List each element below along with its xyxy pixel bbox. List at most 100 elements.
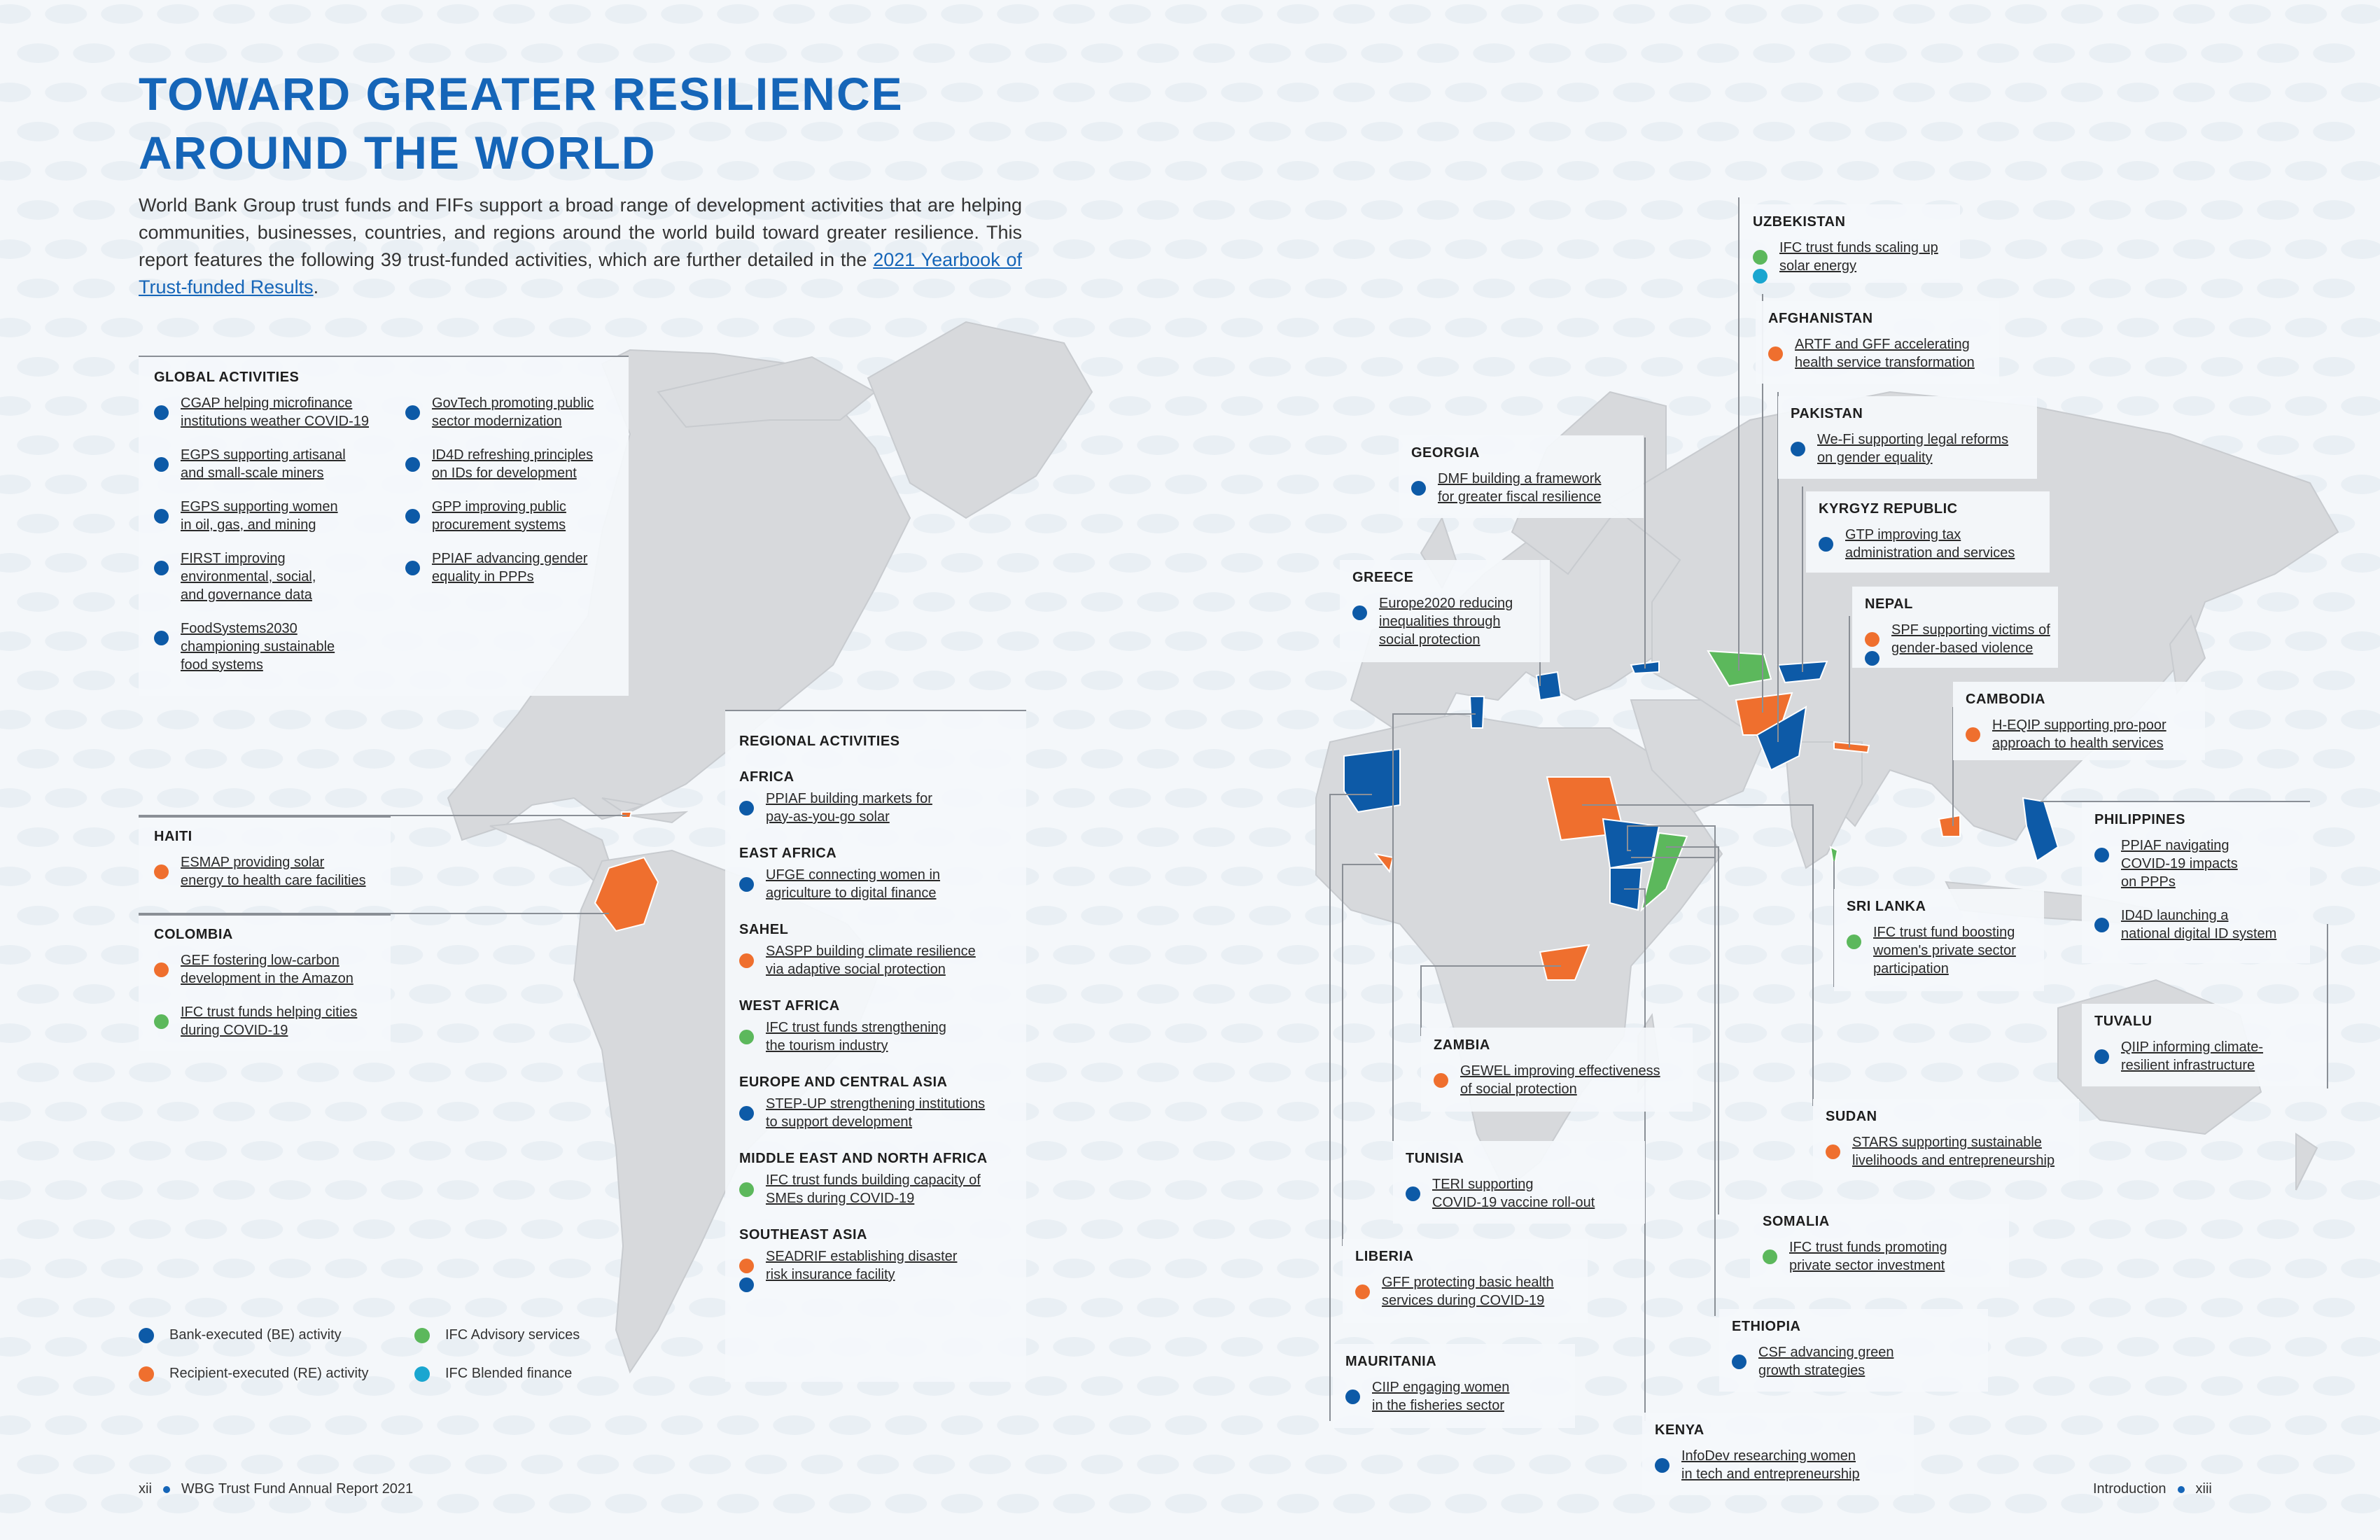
activity-link-line: the tourism industry — [766, 1038, 888, 1054]
activity-type-dots — [1406, 1186, 1420, 1205]
activity-link-line: CGAP helping microfinance — [181, 396, 353, 411]
activity-link-line: IFC trust funds scaling up — [1779, 240, 1938, 255]
region-heading: SAHEL — [739, 922, 789, 937]
activity-link[interactable]: We-Fi supporting legal reforms on gender … — [1817, 430, 2037, 467]
activity-link-line: GPP improving public — [431, 499, 566, 514]
activity-link[interactable]: TERI supporting COVID-19 vaccine roll-out — [1432, 1175, 1645, 1212]
new-zealand-landmass — [2295, 1133, 2318, 1191]
activity-link[interactable]: GEF fostering low-carbon development in t… — [181, 951, 391, 988]
global-activities-col2: GovTech promoting public sector moderniza… — [405, 386, 629, 674]
activity-link[interactable]: PPIAF building markets for pay-as-you-go … — [766, 790, 1026, 826]
activity-link-line: to support development — [766, 1114, 913, 1130]
activity-link[interactable]: CGAP helping microfinance institutions we… — [181, 394, 384, 430]
activity-link[interactable]: CSF advancing green growth strategies — [1758, 1343, 1988, 1380]
activity-link[interactable]: SEADRIF establishing disaster risk insura… — [766, 1247, 1026, 1284]
activity-link-line: STARS supporting sustainable — [1852, 1135, 2042, 1150]
activity-link[interactable]: STEP-UP strengthening institutions to sup… — [766, 1095, 1026, 1131]
activity-link[interactable]: ESMAP providing solar energy to health ca… — [181, 853, 391, 890]
alaska-landmass — [657, 356, 876, 428]
be-type-dot — [405, 561, 420, 575]
legend-ifca-swatch — [414, 1327, 430, 1343]
activity-link[interactable]: UFGE connecting women in agriculture to d… — [766, 866, 1026, 902]
activity-link-line: COVID-19 impacts — [2121, 856, 2238, 872]
activity-link[interactable]: PPIAF advancing gender equality in PPPs — [432, 550, 629, 586]
kyrgyz-heading: KYRGYZ REPUBLIC — [1819, 501, 1958, 517]
activity-item: IFC trust funds strengthening the tourism… — [739, 1018, 1026, 1055]
be-type-dot — [739, 1106, 754, 1121]
activity-link[interactable]: ID4D launching a national digital ID syst… — [2121, 906, 2310, 943]
activity-link[interactable]: H-EQIP supporting pro-poor approach to he… — [1992, 716, 2205, 752]
activity-link[interactable]: PPIAF navigating COVID-19 impacts on PPPs — [2121, 836, 2310, 891]
activity-item: CSF advancing green growth strategies — [1732, 1343, 1988, 1380]
activity-link[interactable]: IFC trust funds strengthening the tourism… — [766, 1018, 1026, 1055]
cambodia-highlight — [1938, 814, 1961, 837]
intro-text: World Bank Group trust funds and FIFs su… — [139, 195, 1022, 270]
activity-link[interactable]: ARTF and GFF accelerating health service … — [1795, 335, 1999, 372]
activity-link[interactable]: IFC trust fund boosting women's private s… — [1873, 923, 2044, 978]
activity-link-line: DMF building a framework — [1438, 471, 1602, 486]
regional-groups: AFRICA PPIAF building markets for pay-as-y… — [739, 769, 1026, 1292]
activity-link[interactable]: InfoDev researching women in tech and ent… — [1681, 1447, 1914, 1483]
activity-link[interactable]: IFC trust funds scaling up solar energy — [1779, 239, 1960, 275]
be-type-dot — [405, 457, 420, 472]
re-type-dot — [1865, 632, 1879, 647]
activity-item: Europe2020 reducing inequalities through s… — [1352, 594, 1550, 649]
ifca-type-dot — [154, 1014, 169, 1029]
activity-link-line: PPIAF navigating — [2121, 838, 2230, 853]
report-name: WBG Trust Fund Annual Report 2021 — [181, 1481, 414, 1497]
title-line-1: TOWARD GREATER RESILIENCE — [139, 68, 904, 120]
activity-link[interactable]: DMF building a framework for greater fisc… — [1438, 470, 1644, 506]
activity-link[interactable]: GPP improving public procurement systems — [432, 498, 629, 534]
activity-link-line: ID4D launching a — [2121, 908, 2229, 923]
sudan-callout: SUDAN STARS supporting sustainable livelih… — [1813, 1099, 2079, 1180]
activity-link-line: pay-as-you-go solar — [766, 809, 890, 825]
activity-link[interactable]: EGPS supporting women in oil, gas, and mi… — [181, 498, 384, 534]
activity-item: PPIAF building markets for pay-as-you-go … — [739, 790, 1026, 826]
japan-landmass — [2169, 614, 2206, 695]
activity-link-line: in oil, gas, and mining — [181, 517, 316, 533]
activity-link[interactable]: CIIP engaging women in the fisheries sect… — [1372, 1378, 1575, 1415]
activity-link[interactable]: ID4D refreshing principles on IDs for dev… — [432, 446, 629, 482]
activity-link-line: We-Fi supporting legal reforms — [1817, 432, 2009, 447]
activity-link-line: GEWEL improving effectiveness — [1460, 1063, 1660, 1079]
legend-ifcb: IFC Blended finance — [414, 1366, 572, 1382]
activity-link[interactable]: IFC trust funds helping cities during COV… — [181, 1003, 391, 1040]
re-type-dot — [1826, 1144, 1840, 1159]
activity-link[interactable]: EGPS supporting artisanal and small-scale… — [181, 446, 384, 482]
activity-link-line: COVID-19 vaccine roll-out — [1432, 1195, 1595, 1210]
intro-paragraph: World Bank Group trust funds and FIFs su… — [139, 192, 1022, 301]
be-type-dot — [1732, 1354, 1746, 1369]
sri-lanka-highlight — [1829, 846, 1839, 869]
activity-link[interactable]: FIRST improving environmental, social, and… — [181, 550, 384, 604]
activity-link[interactable]: GovTech promoting public sector moderniza… — [432, 394, 629, 430]
activity-item: GTP improving tax administration and serv… — [1819, 526, 2050, 562]
activity-type-dots — [154, 1014, 169, 1033]
activity-link-line: in tech and entrepreneurship — [1681, 1466, 1860, 1482]
activity-link[interactable]: FoodSystems2030 championing sustainable fo… — [181, 620, 384, 674]
activity-link[interactable]: IFC trust funds building capacity of SMEs… — [766, 1171, 1026, 1208]
activity-link[interactable]: SPF supporting victims of gender-based vi… — [1891, 621, 2058, 657]
region-heading: EAST AFRICA — [739, 846, 837, 861]
be-type-dot — [154, 509, 169, 524]
activity-type-dots — [739, 953, 754, 972]
somalia-highlight — [1640, 832, 1688, 912]
activity-link-line: livelihoods and entrepreneurship — [1852, 1153, 2055, 1168]
leader-tunisia — [1392, 713, 1476, 1141]
leader-kenya — [1624, 888, 1646, 1421]
activity-item: IFC trust fund boosting women's private s… — [1847, 923, 2044, 978]
be-type-dot — [739, 877, 754, 892]
footer-bullet-right — [2177, 1485, 2185, 1493]
legend-re: Recipient-executed (RE) activity — [139, 1366, 369, 1382]
activity-link[interactable]: SASPP building climate resilience via ada… — [766, 942, 1026, 979]
liberia-highlight — [1373, 853, 1394, 874]
activity-link[interactable]: Europe2020 reducing inequalities through s… — [1379, 594, 1550, 649]
activity-link[interactable]: GEWEL improving effectiveness of social p… — [1460, 1062, 1693, 1098]
activity-link[interactable]: STARS supporting sustainable livelihoods … — [1852, 1133, 2079, 1170]
yearbook-link[interactable]: 2021 Yearbook of Trust-funded Results — [139, 249, 1022, 298]
activity-link[interactable]: GFF protecting basic health services duri… — [1382, 1273, 1588, 1310]
activity-link[interactable]: IFC trust funds promoting private sector … — [1789, 1238, 2009, 1275]
activity-type-dots — [405, 561, 420, 580]
activity-link[interactable]: GTP improving tax administration and serv… — [1845, 526, 2050, 562]
activity-link[interactable]: QIIP informing climate-resilient infrast… — [2121, 1038, 2327, 1074]
global-activities-col1: CGAP helping microfinance institutions we… — [154, 386, 384, 674]
